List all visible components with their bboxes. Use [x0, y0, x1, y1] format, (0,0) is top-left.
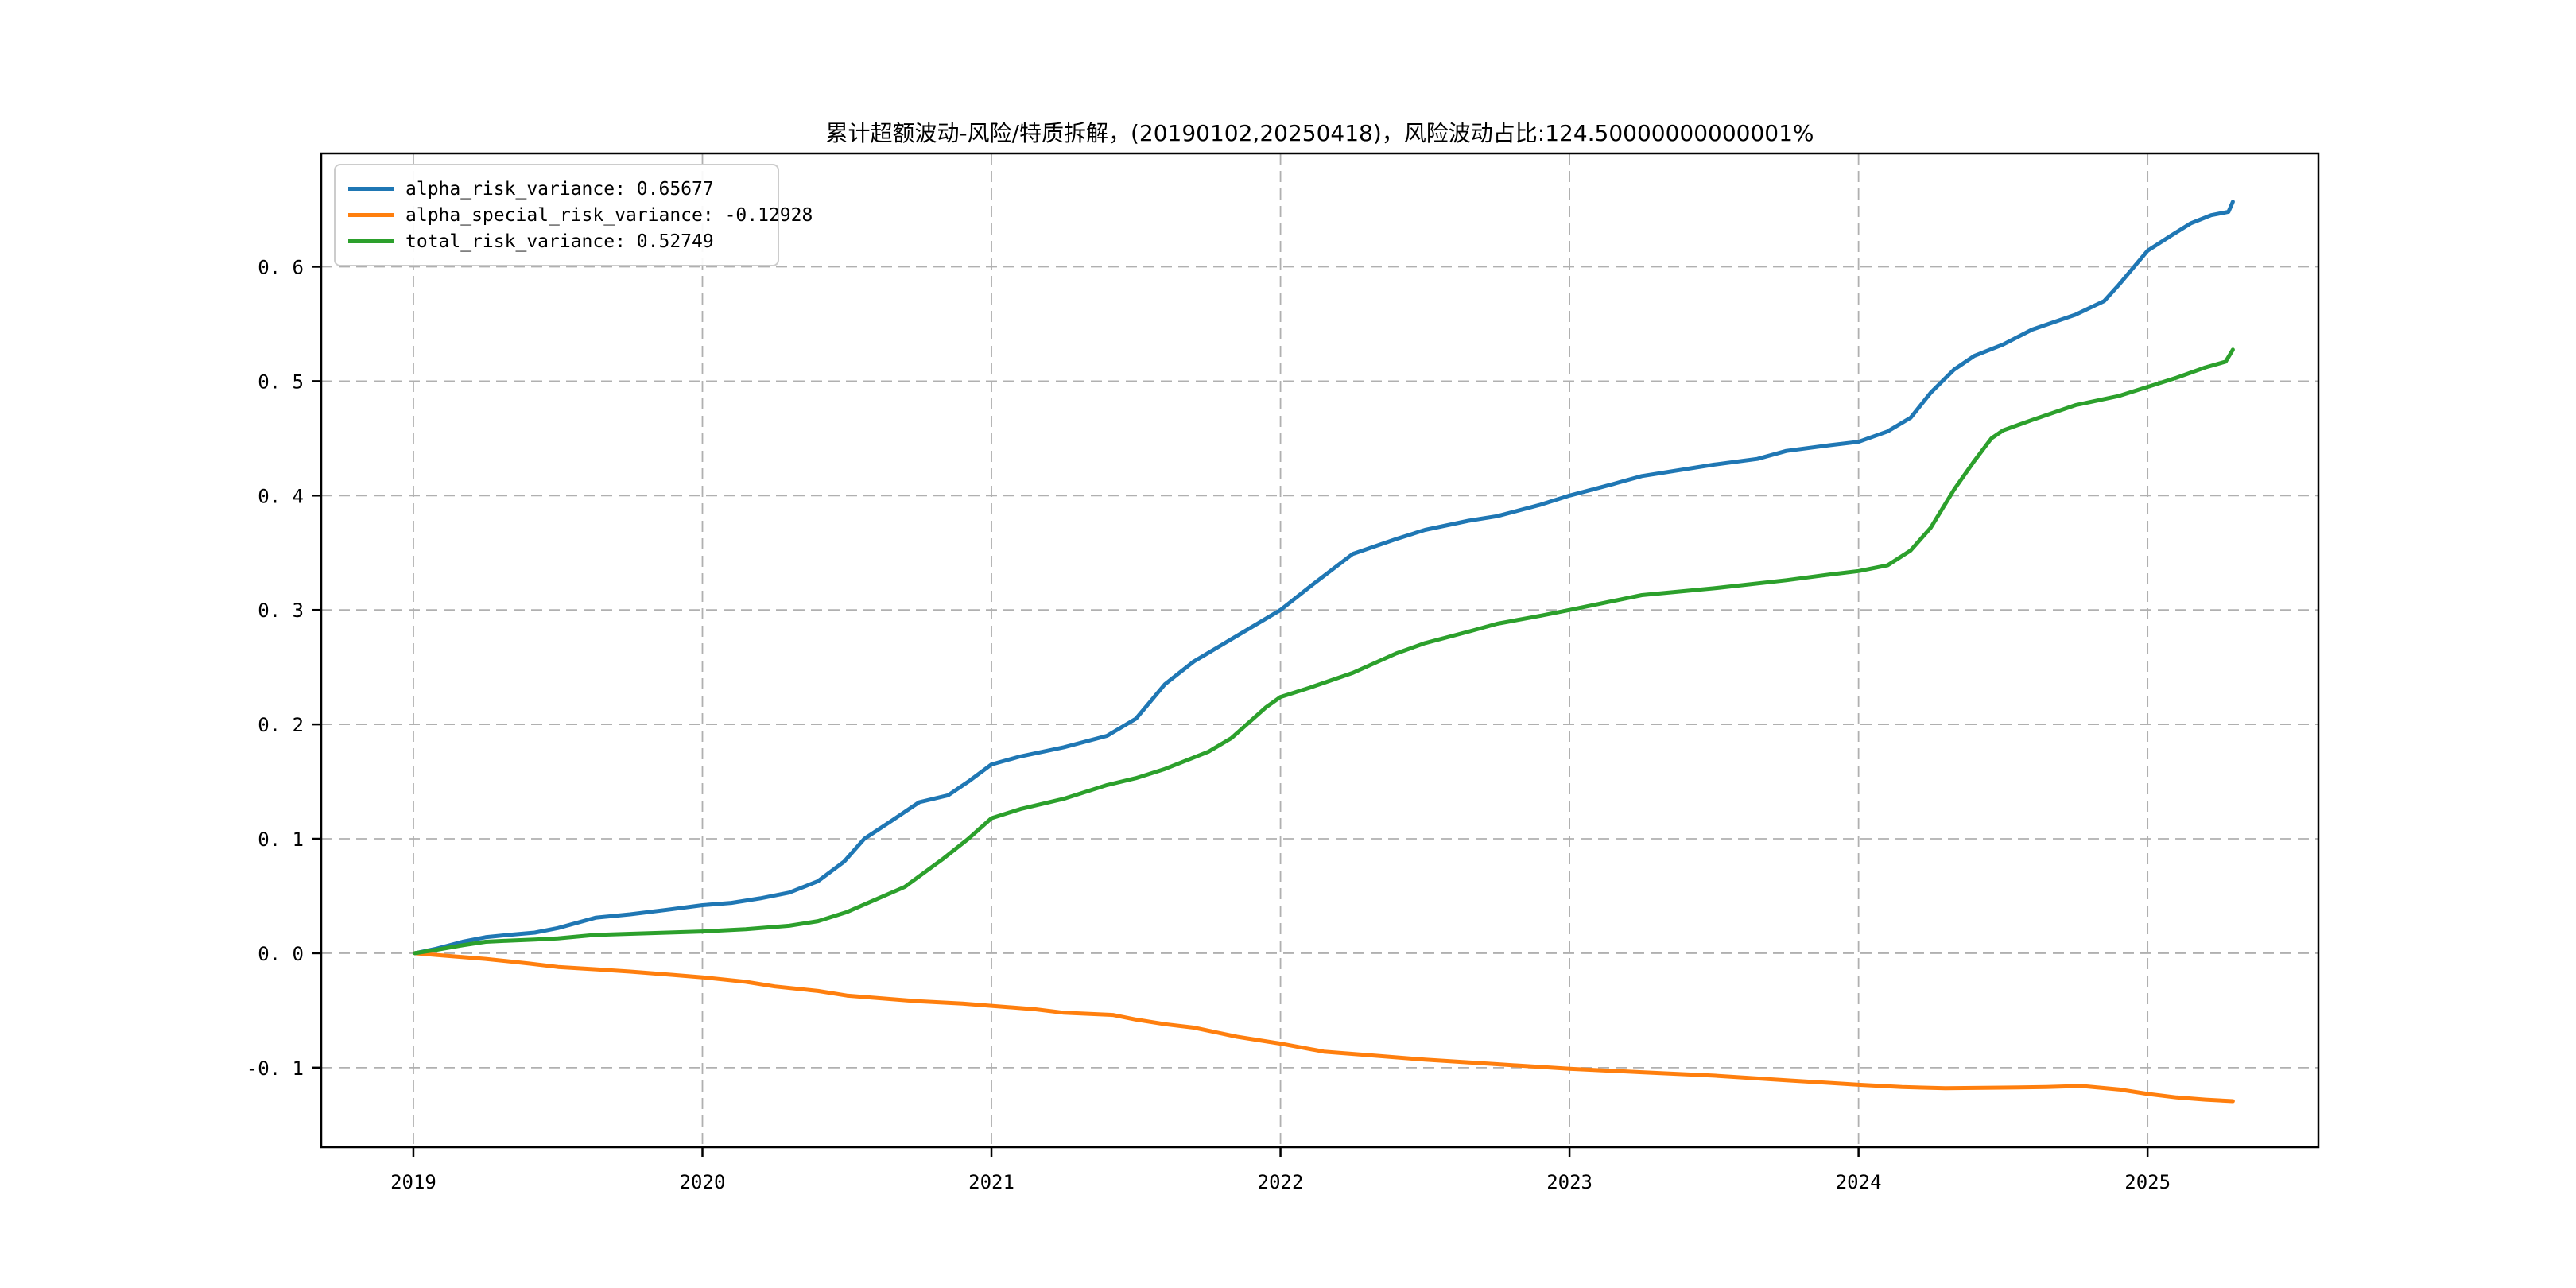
legend-label: alpha_special_risk_variance: -0.12928 — [405, 204, 813, 226]
legend-line-swatch-orange — [348, 213, 394, 217]
y-tick-label: 0. 6 — [258, 256, 304, 278]
x-tick-label: 2023 — [1546, 1171, 1593, 1193]
y-tick-label: 0. 5 — [258, 370, 304, 393]
legend-label: total_risk_variance: 0.52749 — [405, 231, 714, 252]
x-tick-label: 2020 — [680, 1171, 726, 1193]
plot-frame — [320, 152, 2320, 1149]
legend-item-alpha-risk-variance: alpha_risk_variance: 0.65677 — [342, 176, 766, 202]
y-tick-label: 0. 0 — [258, 943, 304, 965]
x-tick-label: 2022 — [1258, 1171, 1304, 1193]
y-tick-label: 0. 4 — [258, 485, 304, 507]
x-tick-label: 2024 — [1836, 1171, 1882, 1193]
legend: alpha_risk_variance: 0.65677 alpha_speci… — [334, 164, 813, 266]
x-tick-label: 2025 — [2124, 1171, 2171, 1193]
chart-title: 累计超额波动-风险/特质拆解，(20190102,20250418)，风险波动占… — [825, 120, 1814, 146]
total_risk_variance-line — [413, 347, 2235, 956]
y-tick-label: -0. 1 — [246, 1057, 304, 1080]
legend-line-swatch-blue — [348, 187, 394, 191]
y-tick-label: 0. 1 — [258, 828, 304, 851]
legend-label: alpha_risk_variance: 0.65677 — [405, 178, 714, 200]
x-tick-label: 2021 — [968, 1171, 1014, 1193]
legend-item-alpha-special-risk-variance: alpha_special_risk_variance: -0.12928 — [342, 202, 813, 228]
legend-line-swatch-green — [348, 239, 394, 243]
alpha_risk_variance-line — [413, 200, 2235, 956]
x-tick-label: 2019 — [390, 1171, 436, 1193]
alpha_special_risk_variance-line — [413, 951, 2235, 1104]
y-tick-label: 0. 3 — [258, 599, 304, 622]
y-tick-label: 0. 2 — [258, 714, 304, 736]
legend-item-total-risk-variance: total_risk_variance: 0.52749 — [342, 228, 766, 254]
